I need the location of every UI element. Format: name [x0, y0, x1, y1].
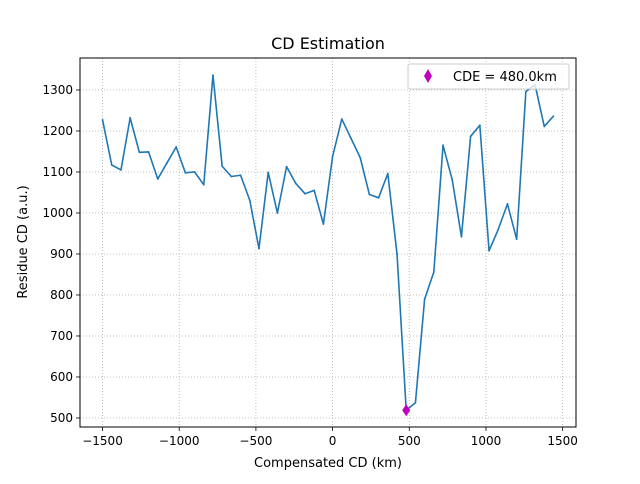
residue-cd-point	[322, 223, 325, 225]
x-tick-label: −1000	[159, 434, 200, 448]
residue-cd-point	[524, 90, 527, 93]
y-tick-label: 600	[50, 370, 73, 384]
residue-cd-point	[396, 253, 398, 255]
plot-area-frame	[79, 57, 577, 428]
residue-cd-point	[175, 146, 178, 148]
x-tick-label: 1000	[471, 434, 502, 448]
residue-cd-point	[451, 178, 454, 181]
residue-cd-point	[515, 238, 518, 241]
residue-cd-point	[331, 155, 334, 158]
residue-cd-point	[423, 298, 426, 300]
residue-cd-point	[304, 192, 306, 195]
axis-ticks: −1500 −1000 −500 0 500 1000 1500 500 600 700 800 90…	[42, 83, 577, 448]
residue-cd-point	[497, 228, 500, 231]
y-tick-label: 1300	[42, 83, 73, 97]
residue-cd-point	[478, 124, 481, 127]
residue-cd-point	[432, 271, 435, 273]
residue-cd-point	[239, 174, 242, 177]
residue-cd-point	[313, 189, 316, 192]
residue-cd-point	[469, 135, 472, 138]
residue-cd-point	[552, 115, 555, 118]
residue-cd-point	[285, 165, 288, 168]
x-tick-label: −1500	[82, 434, 123, 448]
residue-cd-point	[460, 235, 463, 238]
residue-cd-point	[101, 119, 104, 121]
residue-cd-point	[377, 196, 380, 199]
residue-cd-point	[110, 164, 113, 166]
legend-diamond-marker-icon	[424, 69, 432, 83]
series-layer	[101, 74, 555, 417]
residue-cd-point	[442, 144, 444, 147]
residue-cd-point	[359, 156, 362, 159]
residue-cd-point	[166, 162, 168, 164]
residue-cd-point	[147, 150, 150, 153]
residue-cd-point	[184, 171, 187, 174]
x-axis-label: Compensated CD (km)	[254, 456, 402, 471]
grid-lines	[80, 58, 576, 427]
legend-box	[407, 63, 570, 90]
y-tick-label: 1000	[42, 206, 73, 220]
x-tick-label: 1500	[547, 434, 578, 448]
residue-cd-point	[156, 178, 159, 180]
y-tick-label: 800	[50, 288, 73, 302]
residue-cd-point	[221, 165, 224, 168]
residue-cd-point	[120, 169, 122, 171]
cde-marker	[402, 404, 411, 417]
residue-cd-point	[294, 182, 297, 185]
legend: CDE = 480.0km	[407, 63, 570, 90]
y-tick-label: 1200	[42, 124, 73, 138]
residue-cd-point	[230, 175, 233, 178]
legend-label: CDE = 480.0km	[453, 70, 557, 85]
residue-cd-point	[248, 199, 251, 202]
residue-cd-point	[350, 137, 352, 140]
residue-cd-point	[543, 125, 546, 128]
y-tick-label: 700	[50, 329, 73, 343]
residue-cd-point	[267, 171, 270, 174]
y-tick-label: 500	[50, 411, 73, 425]
x-tick-label: −500	[239, 434, 272, 448]
residue-cd-point	[212, 74, 214, 77]
residue-cd-point	[340, 118, 343, 120]
residue-cd-point	[386, 172, 389, 175]
residue-cd-point	[368, 193, 371, 196]
x-tick-label: 500	[398, 434, 421, 448]
y-tick-label: 900	[50, 247, 73, 261]
y-tick-label: 1100	[42, 165, 73, 179]
residue-cd-point	[138, 151, 141, 154]
residue-cd-point	[258, 247, 260, 250]
residue-cd-point	[506, 203, 509, 205]
y-axis-label: Residue CD (a.u.)	[16, 185, 31, 298]
residue-cd-point	[276, 212, 279, 214]
chart-title: CD Estimation	[271, 34, 385, 53]
x-tick-label: 0	[329, 434, 337, 448]
residue-cd-point	[129, 116, 132, 119]
residue-cd-point	[202, 183, 205, 186]
residue-cd-point	[193, 171, 196, 173]
residue-cd-point	[488, 249, 490, 252]
residue-cd-line	[101, 74, 555, 411]
residue-cd-point	[414, 401, 417, 404]
